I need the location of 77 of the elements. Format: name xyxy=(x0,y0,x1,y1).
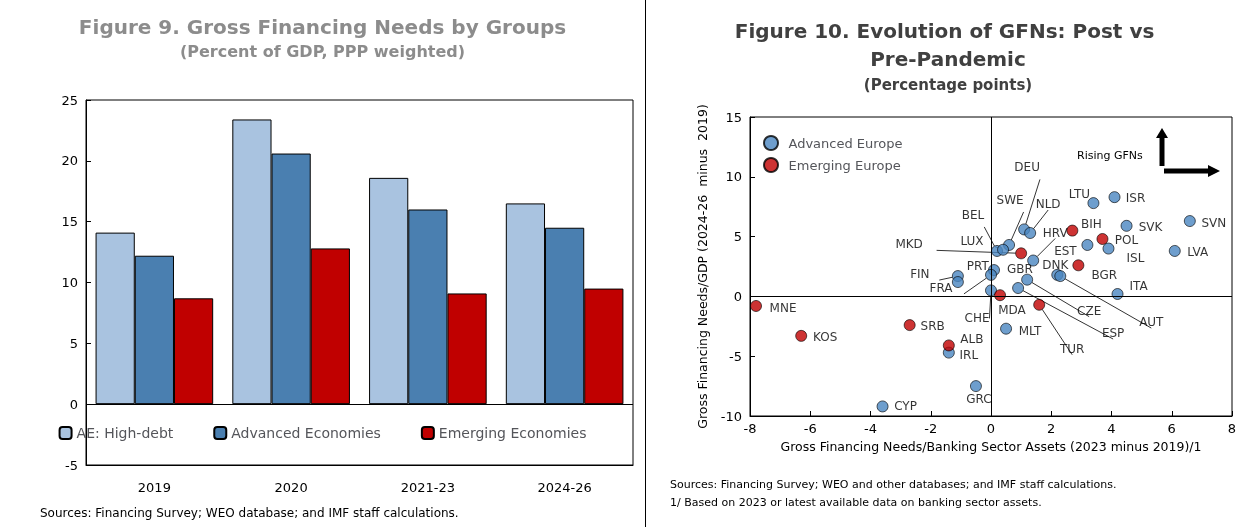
y-tick-label: 10 xyxy=(61,275,78,290)
data-label: KOS xyxy=(813,329,838,344)
x-tick-label: -4 xyxy=(864,421,877,436)
legend-label: Emerging Economies xyxy=(438,425,587,441)
data-label: BGR xyxy=(1091,268,1118,283)
y-tick-label: 15 xyxy=(61,214,78,230)
data-label: DNK xyxy=(1042,257,1070,272)
x-tick-label: -6 xyxy=(803,421,817,436)
chart-title: Figure 9. Gross Financing Needs by Groups xyxy=(78,15,567,39)
data-label: GBR xyxy=(1007,262,1033,277)
data-label: GRC xyxy=(966,392,992,407)
data-label: LVA xyxy=(1187,244,1210,259)
y-tick-label: -10 xyxy=(720,408,742,424)
data-label: SWE xyxy=(996,192,1024,207)
data-label: BEL xyxy=(961,207,985,222)
x-tick-label: -2 xyxy=(924,421,938,436)
data-label: PRT xyxy=(966,259,990,274)
data-label: ITA xyxy=(1129,279,1149,294)
y-tick-label: 0 xyxy=(69,396,78,412)
data-label: AUT xyxy=(1139,315,1165,330)
data-label: ISR xyxy=(1125,191,1146,206)
y-tick-label: -5 xyxy=(65,457,78,473)
data-label: SRB xyxy=(920,319,945,334)
y-tick-label: 5 xyxy=(69,335,78,351)
data-label: ISL xyxy=(1126,250,1145,265)
legend-label: Advanced Economies xyxy=(231,425,381,441)
legend-label: Advanced Europe xyxy=(788,135,903,151)
x-tick-label: 6 xyxy=(1167,421,1176,436)
data-label: SVK xyxy=(1138,219,1164,234)
y-tick-label: 15 xyxy=(725,109,742,125)
y-tick-label: 0 xyxy=(733,288,742,304)
y-tick-label: 5 xyxy=(733,229,742,245)
data-label: ALB xyxy=(960,332,984,347)
data-label: HRV xyxy=(1042,225,1069,240)
chart-subtitle: (Percentage points) xyxy=(863,75,1033,94)
data-label: FRA xyxy=(929,280,954,295)
chart-subtitle: (Percent of GDP, PPP weighted) xyxy=(179,41,466,61)
annotation: Rising GFNs xyxy=(1077,149,1143,162)
data-label: IRL xyxy=(959,347,979,362)
data-label: CHE xyxy=(964,311,990,326)
y-tick-label: 20 xyxy=(61,153,78,169)
x-tick-label: 2 xyxy=(1047,421,1056,436)
x-tick-label: -8 xyxy=(743,421,757,436)
y-tick-label: 25 xyxy=(61,92,78,108)
data-label: ESP xyxy=(1101,326,1125,341)
y-axis-title: Gross Financing Needs/GDP (2024-26 minus 2019) xyxy=(694,104,710,429)
y-tick-label: 10 xyxy=(725,169,742,185)
x-tick-label: 0 xyxy=(986,421,996,436)
data-label: BIH xyxy=(1080,216,1102,231)
data-label: DEU xyxy=(1014,160,1040,175)
x-tick-label: 8 xyxy=(1227,421,1237,436)
data-label: MKD xyxy=(895,237,923,252)
data-label: MLT xyxy=(1018,323,1043,338)
x-tick-label: 2024-26 xyxy=(537,480,592,495)
data-label: POL xyxy=(1114,232,1139,247)
data-label: TUR xyxy=(1058,341,1085,356)
data-label: SVN xyxy=(1201,216,1227,231)
text: 1/ Based on 2023 or latest available data on banking sector assets. xyxy=(670,496,1042,509)
data-label: CYP xyxy=(894,399,917,414)
data-label: LUX xyxy=(960,233,984,248)
source-note: Sources: Financing Survey; WEO and other databases; and IMF staff calculations. xyxy=(670,478,1117,491)
data-label: EST xyxy=(1054,243,1078,258)
data-label: CZE xyxy=(1077,303,1102,318)
data-label: NLD xyxy=(1035,197,1061,212)
legend-label: Emerging Europe xyxy=(788,157,901,173)
y-tick-label: -5 xyxy=(729,348,742,364)
x-tick-label: 2021-23 xyxy=(400,480,456,495)
x-tick-label: 4 xyxy=(1107,421,1116,436)
source-note: Sources: Financing Survey; WEO database; and IMF staff calculations. xyxy=(40,506,459,520)
data-label: MDA xyxy=(998,303,1027,318)
data-label: LTU xyxy=(1068,187,1090,202)
x-tick-label: 2020 xyxy=(274,480,308,495)
x-tick-label: 2019 xyxy=(137,480,171,495)
data-label: FIN xyxy=(910,267,930,282)
chart-title: Figure 10. Evolution of GFNs: Post vs Pre-Pandemic xyxy=(734,19,1162,71)
data-label: MNE xyxy=(769,300,797,315)
x-axis-title: Gross Financing Needs/Banking Sector Assets (2023 minus 2019)/1 xyxy=(780,439,1202,454)
